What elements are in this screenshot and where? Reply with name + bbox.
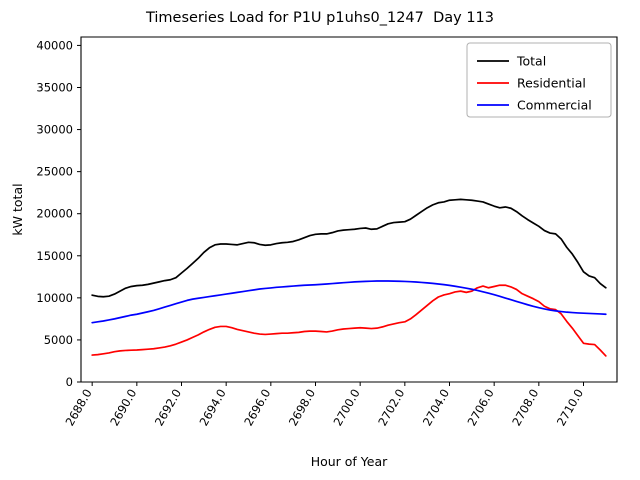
series-line-commercial <box>91 280 607 324</box>
x-tick-label: 2696.0 <box>241 387 273 429</box>
legend-label-residential: Residential <box>517 76 586 91</box>
y-tick-label: 35000 <box>36 80 73 94</box>
y-tick-label: 30000 <box>36 123 73 137</box>
x-tick-label: 2710.0 <box>554 387 586 429</box>
x-tick-label: 2694.0 <box>197 387 229 429</box>
y-tick-label: 5000 <box>44 333 73 347</box>
plot-frame <box>80 36 618 383</box>
y-tick-label: 25000 <box>36 165 73 179</box>
y-tick-label: 10000 <box>36 291 73 305</box>
x-tick-label: 2708.0 <box>509 387 541 429</box>
x-tick-label: 2688.0 <box>63 387 95 429</box>
x-tick-label: 2690.0 <box>107 387 139 429</box>
legend-label-total: Total <box>516 54 546 69</box>
x-axis-label: Hour of Year <box>311 454 388 469</box>
y-tick-label: 15000 <box>36 249 73 263</box>
y-tick-label: 20000 <box>36 207 73 221</box>
x-tick-label: 2692.0 <box>152 387 184 429</box>
y-axis-label: kW total <box>10 183 25 235</box>
chart-title: Timeseries Load for P1U p1uhs0_1247 Day … <box>145 10 495 26</box>
x-tick-label: 2706.0 <box>465 386 497 428</box>
x-tick-label: 2698.0 <box>286 387 318 429</box>
x-tick-label: 2704.0 <box>420 387 452 429</box>
y-tick-label: 40000 <box>36 38 73 52</box>
x-tick-label: 2700.0 <box>331 387 363 429</box>
legend-label-commercial: Commercial <box>517 98 592 113</box>
y-tick-label: 0 <box>66 375 73 389</box>
series-line-residential <box>91 284 607 357</box>
series-line-total <box>91 198 607 298</box>
x-tick-label: 2702.0 <box>375 387 407 429</box>
